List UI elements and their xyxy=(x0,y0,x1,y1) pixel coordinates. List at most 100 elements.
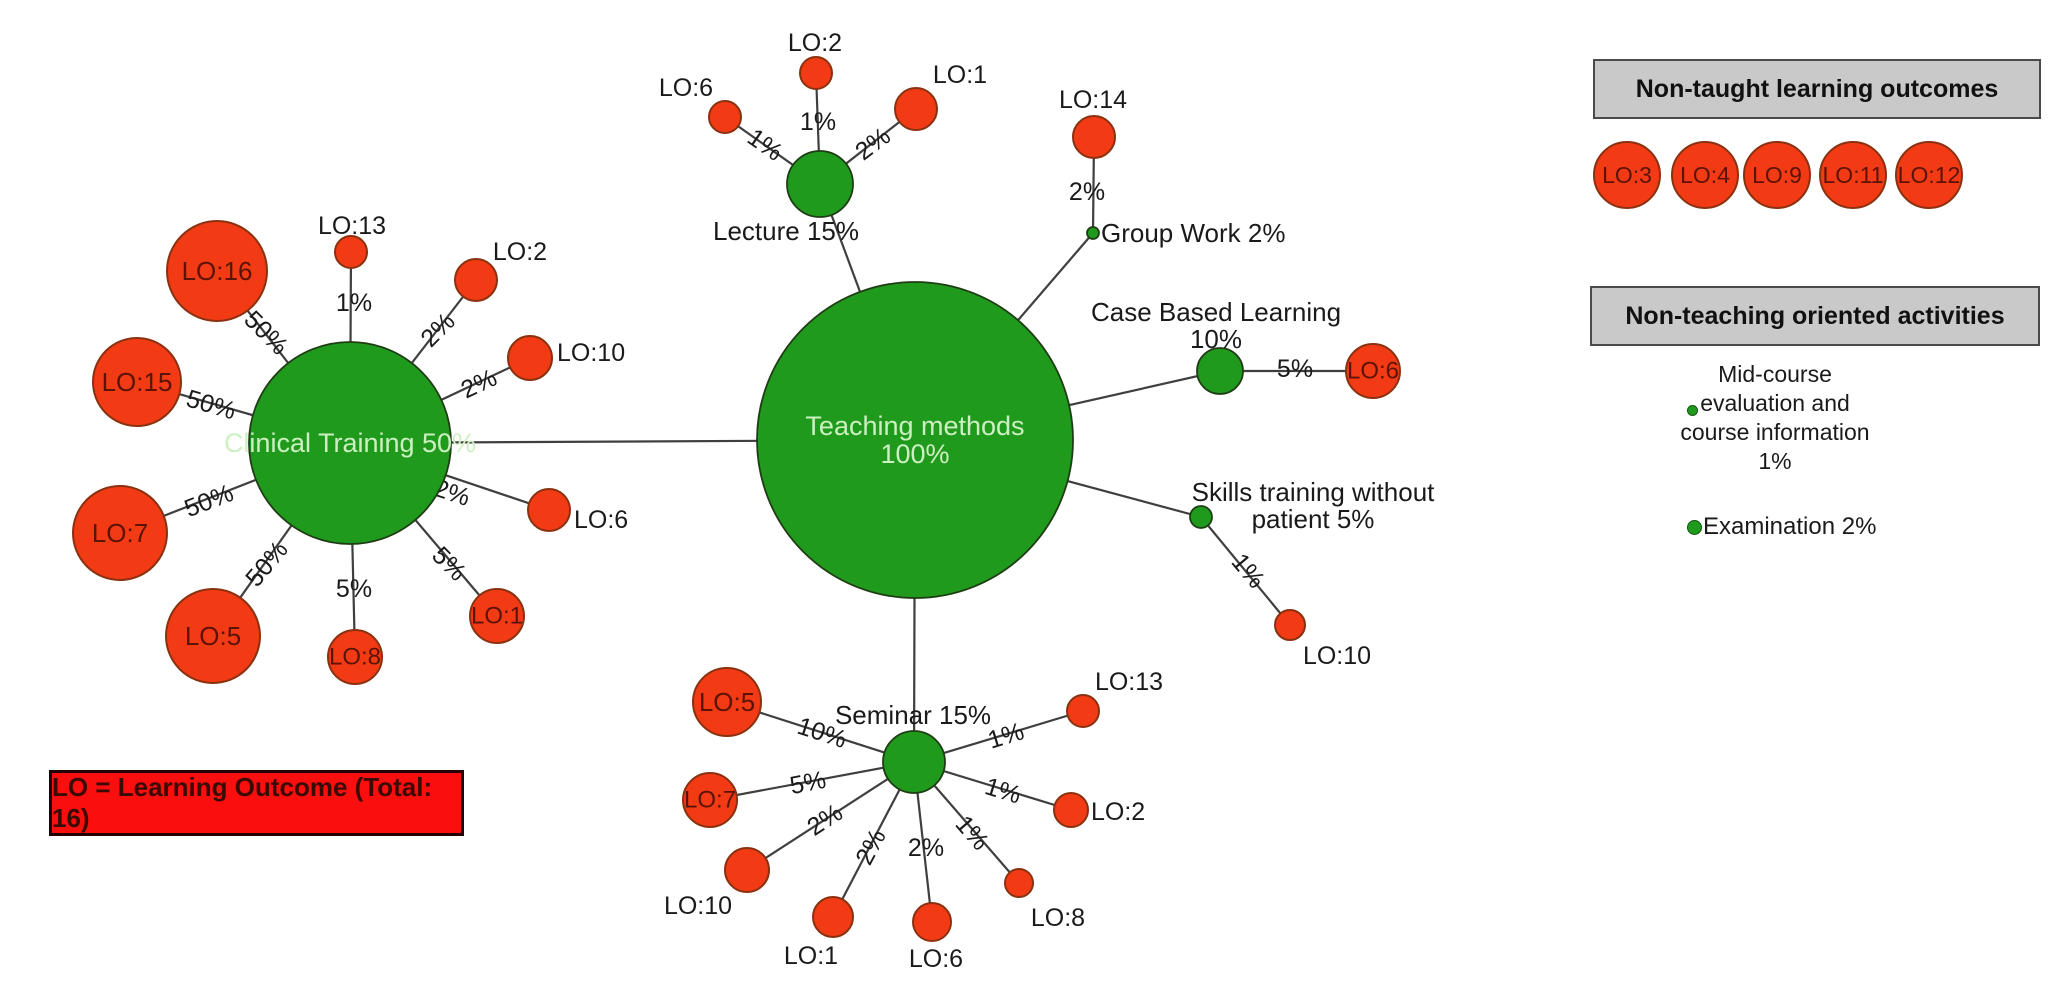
node-label-cl_lo2: LO:2 xyxy=(493,238,547,266)
node-sem_lo5 xyxy=(692,667,762,737)
node-cl_lo7 xyxy=(72,485,168,581)
node-label-skills: patient 5% xyxy=(1252,504,1375,534)
node-label-sem_lo6: LO:6 xyxy=(909,945,963,973)
node-sem_lo13 xyxy=(1066,694,1100,728)
node-cl_lo13 xyxy=(334,235,368,269)
node-label-cl_lo8: LO:8 xyxy=(329,644,381,671)
node-label-teaching: 100% xyxy=(880,439,949,469)
node-label-lec_lo6: LO:6 xyxy=(659,74,713,102)
node-label-sk_lo10: LO:10 xyxy=(1303,642,1371,670)
non-taught-lo-circle: LO:4 xyxy=(1671,141,1739,209)
node-label-cl_lo16: LO:16 xyxy=(182,256,253,286)
node-label-sem_lo13: LO:13 xyxy=(1095,668,1163,696)
node-label-cl_lo13: LO:13 xyxy=(318,212,386,240)
edge-label-seminar-sem_lo1: 2% xyxy=(850,824,892,869)
node-cl_lo16 xyxy=(166,220,268,322)
non-taught-lo-circle: LO:9 xyxy=(1743,141,1811,209)
node-label-cl_lo6: LO:6 xyxy=(574,506,628,534)
node-cbl_lo6 xyxy=(1345,343,1401,399)
node-label-cbl: 10% xyxy=(1190,324,1242,354)
node-cl_lo15 xyxy=(92,337,182,427)
non-taught-lo-label: LO:4 xyxy=(1680,161,1730,188)
node-cl_lo1 xyxy=(469,588,525,644)
non-taught-lo-circle: LO:11 xyxy=(1819,141,1887,209)
lo-note-text: LO = Learning Outcome (Total: 16) xyxy=(52,772,433,833)
edge-label-lecture-lec_lo1: 2% xyxy=(850,122,896,166)
edge-label-seminar-sem_lo2: 1% xyxy=(982,772,1025,809)
non-taught-lo-circle: LO:3 xyxy=(1593,141,1661,209)
non-taught-lo-label: LO:3 xyxy=(1602,161,1652,188)
edge-label-clinical-cl_lo2: 2% xyxy=(415,307,460,352)
node-cl_lo8 xyxy=(327,629,383,685)
mid-course-line: evaluation and xyxy=(1700,390,1850,416)
node-label-cl_lo10: LO:10 xyxy=(557,339,625,367)
node-sem_lo2 xyxy=(1053,792,1089,828)
edge-label-clinical-cl_lo15: 50% xyxy=(183,385,239,426)
node-label-lec_lo2: LO:2 xyxy=(788,29,842,57)
node-label-clinical: Clinical Training 50% xyxy=(224,428,476,458)
node-skills xyxy=(1189,505,1213,529)
node-lec_lo2 xyxy=(799,56,833,90)
node-label-cl_lo15: LO:15 xyxy=(102,367,173,397)
edge-label-lecture-lec_lo6: 1% xyxy=(742,123,788,167)
node-label-sem_lo5: LO:5 xyxy=(699,687,755,717)
node-label-cbl: Case Based Learning xyxy=(1091,297,1341,327)
edge-label-clinical-cl_lo8: 5% xyxy=(336,575,372,603)
lo-note-box: LO = Learning Outcome (Total: 16) xyxy=(49,770,464,836)
node-sk_lo10 xyxy=(1274,609,1306,641)
node-gw_lo14 xyxy=(1072,115,1116,159)
edge-label-clinical-cl_lo16: 50% xyxy=(238,305,293,360)
node-label-cbl_lo6: LO:6 xyxy=(1347,358,1399,385)
non-teaching-legend-header: Non-teaching oriented activities xyxy=(1590,286,2040,346)
edge-seminar-sem_lo7 xyxy=(709,760,915,802)
mid-course-line: Mid-course xyxy=(1718,361,1832,387)
node-lec_lo6 xyxy=(708,100,742,134)
node-label-cl_lo5: LO:5 xyxy=(185,621,241,651)
node-label-teaching: Teaching methods xyxy=(805,411,1024,441)
non-taught-lo-label: LO:12 xyxy=(1897,161,1961,188)
node-group_work xyxy=(1086,226,1100,240)
node-cl_lo6 xyxy=(527,488,571,532)
non-taught-legend-header: Non-taught learning outcomes xyxy=(1593,59,2041,119)
mid-course-line: course information xyxy=(1680,419,1870,445)
node-cl_lo2 xyxy=(454,258,498,302)
edge-label-group_work-gw_lo14: 2% xyxy=(1069,178,1105,206)
node-sem_lo7 xyxy=(682,772,738,828)
edge-label-cbl-cbl_lo6: 5% xyxy=(1277,355,1313,383)
non-teaching-legend-title: Non-teaching oriented activities xyxy=(1625,301,2005,330)
non-taught-legend-title: Non-taught learning outcomes xyxy=(1635,74,1999,103)
non-taught-lo-circle: LO:12 xyxy=(1895,141,1963,209)
node-sem_lo6 xyxy=(912,902,952,942)
node-sem_lo10 xyxy=(724,847,770,893)
node-sem_lo1 xyxy=(812,896,854,938)
node-label-group_work: Group Work 2% xyxy=(1101,218,1285,248)
edge-label-seminar-sem_lo6: 2% xyxy=(908,834,944,862)
edge-label-clinical-cl_lo5: 50% xyxy=(240,536,294,592)
node-label-seminar: Seminar 15% xyxy=(835,700,991,730)
node-cl_lo10 xyxy=(507,335,553,381)
mid-course-line: 1% xyxy=(1758,448,1792,474)
node-label-sem_lo1: LO:1 xyxy=(784,942,838,970)
node-cbl xyxy=(1196,347,1244,395)
node-sem_lo8 xyxy=(1004,868,1034,898)
node-lecture xyxy=(786,150,854,218)
node-label-sem_lo8: LO:8 xyxy=(1031,904,1085,932)
node-label-gw_lo14: LO:14 xyxy=(1059,86,1127,114)
edge-label-seminar-sem_lo10: 2% xyxy=(802,798,848,841)
edge-label-seminar-sem_lo8: 1% xyxy=(950,810,995,856)
edge-label-lecture-lec_lo2: 1% xyxy=(800,108,836,136)
node-teaching xyxy=(756,281,1074,599)
node-lec_lo1 xyxy=(894,87,938,131)
node-clinical xyxy=(248,341,452,545)
node-label-cl_lo7: LO:7 xyxy=(92,518,148,548)
node-label-lec_lo1: LO:1 xyxy=(933,61,987,89)
node-cl_lo5 xyxy=(165,588,261,684)
non-taught-lo-label: LO:11 xyxy=(1822,161,1884,188)
node-seminar xyxy=(882,730,946,794)
mid-course-dot-icon xyxy=(1687,405,1698,416)
examination-label: Examination 2% xyxy=(1703,513,1877,540)
mid-course-label: Mid-course evaluation and course informa… xyxy=(1672,360,1878,476)
edge-skills-sk_lo10 xyxy=(1200,516,1291,626)
